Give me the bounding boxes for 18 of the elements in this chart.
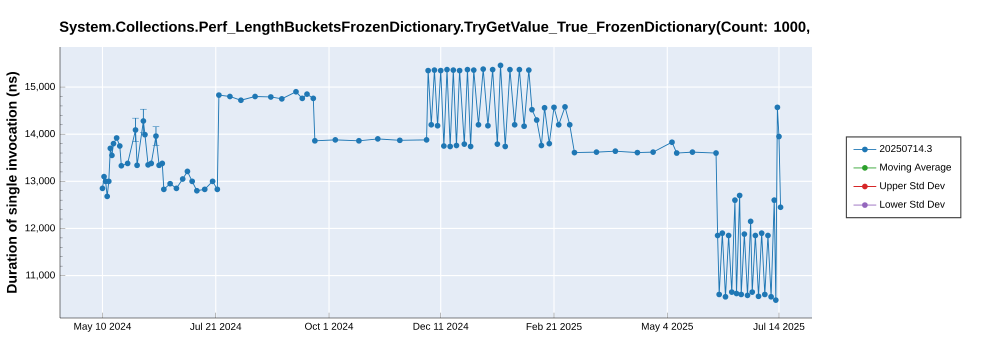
y-tick-label: 11,000: [26, 271, 55, 280]
legend-label: 20250714.3: [880, 144, 932, 152]
x-tick-label: Dec 11 2024: [414, 322, 468, 330]
x-tick-label: Jul 21 2024: [190, 322, 242, 330]
x-tick-label: Jul 14 2025: [753, 322, 804, 330]
legend-label: Moving Average: [880, 163, 952, 173]
y-tick-label: 12,000: [25, 224, 55, 233]
legend-label: Lower Std Dev: [880, 200, 945, 208]
chart-title: System.Collections.Perf_LengthBucketsFrozenDictionary.TryGetValue_True_FrozenDictionary(Count: 1000,: [60, 21, 810, 35]
y-axis-title: Duration of single invocation (ns): [6, 72, 20, 293]
x-tick-label: May 10 2024: [74, 322, 132, 332]
x-tick-label: May 4 2025: [642, 322, 693, 332]
y-tick-label: 13,000: [25, 177, 55, 186]
x-tick-label: Feb 21 2025: [526, 322, 582, 330]
y-tick-label: 14,000: [25, 130, 55, 138]
x-tick-label: Oct 1 2024: [305, 322, 354, 330]
y-tick-label: 15,000: [25, 82, 55, 92]
legend-label: Upper Std Dev: [880, 182, 945, 192]
